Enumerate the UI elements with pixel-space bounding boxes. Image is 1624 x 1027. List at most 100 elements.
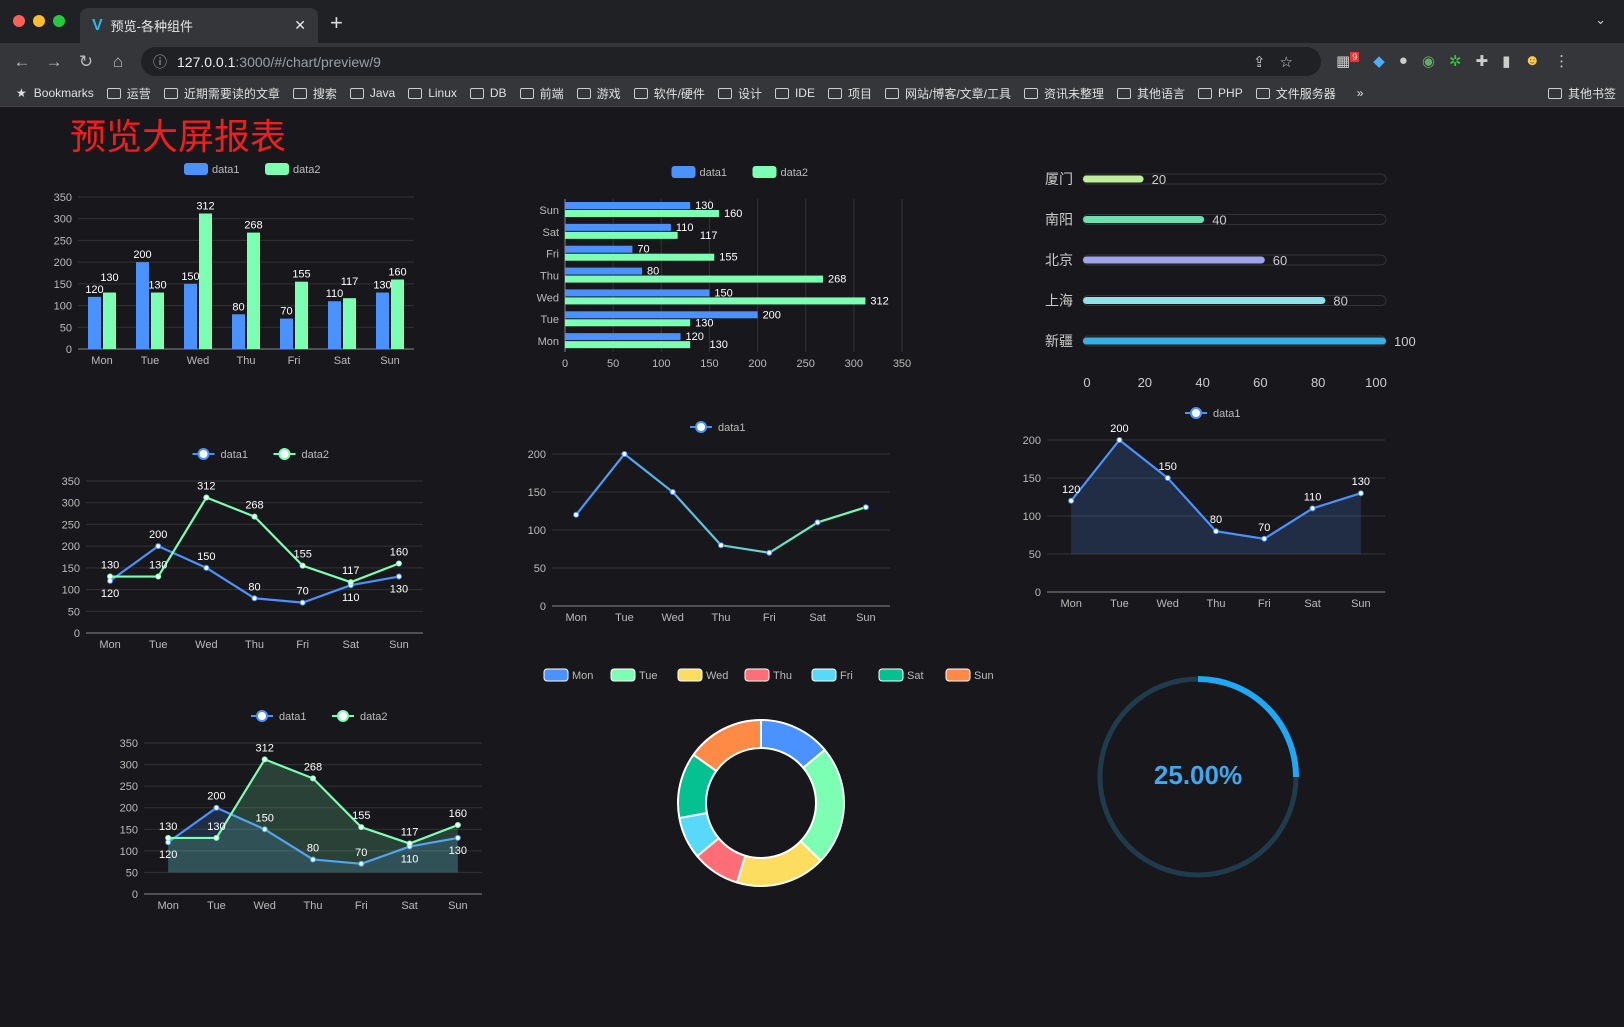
progress-bar — [1083, 175, 1144, 183]
browser-tab[interactable]: V 预览-各种组件 ✕ — [80, 8, 318, 43]
data-label: 130 — [148, 280, 166, 292]
extension-vue-icon[interactable]: ✲ — [1448, 53, 1462, 70]
extension-gem-icon[interactable]: ◆ — [1373, 53, 1385, 70]
legend-item[interactable]: Thu — [744, 668, 792, 682]
legend-item[interactable]: data2 — [332, 710, 388, 723]
forward-icon[interactable]: → — [45, 51, 63, 71]
bookmark-item[interactable]: Java — [349, 86, 395, 100]
reload-icon[interactable]: ↻ — [78, 51, 94, 71]
legend-item[interactable]: data2 — [265, 163, 321, 176]
legend-label: Sun — [974, 670, 994, 682]
x-tick-label: Thu — [237, 355, 256, 367]
data-label: 110 — [676, 222, 694, 234]
y-tick-label: 0 — [1035, 587, 1041, 599]
extension-icon[interactable]: ▦ 9 — [1336, 52, 1360, 70]
bookmark-item[interactable]: ★ Bookmarks — [16, 86, 94, 100]
bookmark-item[interactable]: 文件服务器 — [1255, 85, 1336, 102]
pie-slice[interactable] — [799, 748, 845, 862]
back-icon[interactable]: ← — [13, 51, 31, 71]
menu-icon[interactable]: ⋮ — [1554, 53, 1570, 70]
extension-dot-icon[interactable]: ◉ — [1421, 53, 1435, 70]
new-tab-button[interactable]: + — [330, 10, 343, 35]
data-point — [310, 856, 316, 863]
bookmark-item[interactable]: 资讯未整理 — [1024, 85, 1104, 102]
folder-icon — [1547, 87, 1562, 99]
data-point — [718, 542, 724, 549]
bookmark-item[interactable]: 设计 — [717, 85, 762, 102]
legend-item[interactable]: Sun — [945, 668, 994, 682]
bookmark-item[interactable]: 其他语言 — [1117, 85, 1185, 102]
share-icon[interactable]: ⇪ — [1252, 53, 1280, 71]
x-tick-label: Sun — [380, 355, 400, 367]
x-tick-label: Wed — [254, 900, 276, 912]
bookmarks-overflow-button[interactable]: » — [1356, 86, 1364, 100]
legend-item[interactable]: Mon — [543, 668, 593, 682]
legend-item[interactable]: data1 — [251, 710, 307, 723]
extension-circle-icon[interactable]: ● — [1398, 52, 1408, 69]
bookmark-item[interactable]: 近期需要读的文章 — [163, 85, 280, 102]
bookmark-item[interactable]: IDE — [774, 86, 815, 100]
address-bar[interactable]: ⓘ 127.0.0.1:3000/#/chart/preview/9 ⇪☆ — [141, 47, 1321, 76]
y-tick-label: 250 — [54, 235, 72, 247]
data-label: 130 — [1352, 476, 1370, 488]
legend-label: data2 — [360, 711, 388, 723]
bookmark-item[interactable]: PHP — [1198, 86, 1243, 100]
y-tick-label: 200 — [528, 449, 546, 461]
legend-item[interactable]: data1 — [192, 448, 249, 461]
legend-item[interactable]: Sat — [878, 668, 924, 682]
side-panel-icon[interactable]: ▮ — [1502, 53, 1511, 70]
extensions-puzzle-icon[interactable]: ✚ — [1475, 53, 1489, 70]
x-tick-label: Sat — [343, 639, 360, 651]
avatar[interactable]: ☻ — [1524, 52, 1541, 69]
legend-item[interactable]: data1 — [690, 421, 746, 434]
pie-slice[interactable] — [692, 719, 762, 772]
other-bookmarks[interactable]: 其他书签 — [1547, 85, 1616, 102]
legend-item[interactable]: data1 — [671, 166, 728, 179]
legend-item[interactable]: data1 — [1185, 407, 1241, 420]
bar — [280, 318, 293, 349]
bookmark-item[interactable]: 运营 — [106, 85, 151, 102]
bar — [103, 292, 116, 349]
home-icon[interactable]: ⌂ — [112, 51, 124, 71]
bookmark-item[interactable]: Linux — [408, 86, 457, 100]
tab-search-button[interactable]: ⌄ — [1595, 12, 1606, 27]
info-icon[interactable]: ⓘ — [153, 53, 167, 70]
legend-item[interactable]: data2 — [273, 448, 330, 461]
progress-value: 20 — [1152, 172, 1166, 187]
close-window-button[interactable] — [13, 15, 25, 27]
bookmark-item[interactable]: 搜索 — [292, 85, 337, 102]
bar — [151, 292, 164, 349]
legend-item[interactable]: Wed — [677, 668, 728, 682]
minimize-window-button[interactable] — [33, 15, 45, 27]
legend-swatch — [265, 163, 289, 175]
legend-item[interactable]: Tue — [610, 668, 658, 682]
bookmark-item[interactable]: DB — [469, 86, 507, 100]
pie-slice[interactable] — [736, 840, 822, 887]
bookmark-item[interactable]: 网站/博客/文章/工具 — [884, 85, 1011, 102]
data-label: 160 — [724, 208, 742, 220]
y-tick-label: 250 — [120, 781, 138, 793]
close-tab-icon[interactable]: ✕ — [294, 17, 306, 33]
legend-item[interactable]: data2 — [752, 166, 809, 179]
data-label: 117 — [341, 276, 359, 288]
data-label: 70 — [280, 306, 292, 318]
y-tick-label: 200 — [54, 257, 72, 269]
bookmark-item[interactable]: 前端 — [519, 85, 564, 102]
data-point — [203, 564, 210, 571]
data-label: 130 — [159, 821, 177, 833]
bookmark-item[interactable]: 软件/硬件 — [633, 85, 705, 102]
maximize-window-button[interactable] — [53, 15, 65, 27]
data-point — [299, 562, 306, 569]
progress-value: 60 — [1273, 253, 1287, 268]
x-tick-label: Thu — [1207, 598, 1226, 610]
y-tick-label: Mon — [538, 336, 559, 348]
bookmark-star-icon[interactable]: ☆ — [1279, 53, 1307, 71]
bar — [247, 232, 260, 349]
bookmark-item[interactable]: 游戏 — [576, 85, 621, 102]
bookmark-item[interactable]: 项目 — [827, 85, 872, 102]
legend-item[interactable]: Fri — [811, 668, 853, 682]
data-label: 130 — [101, 560, 119, 572]
legend-item[interactable]: data1 — [184, 163, 240, 176]
data-label: 155 — [719, 252, 737, 264]
gauge-progress — [1197, 676, 1299, 778]
